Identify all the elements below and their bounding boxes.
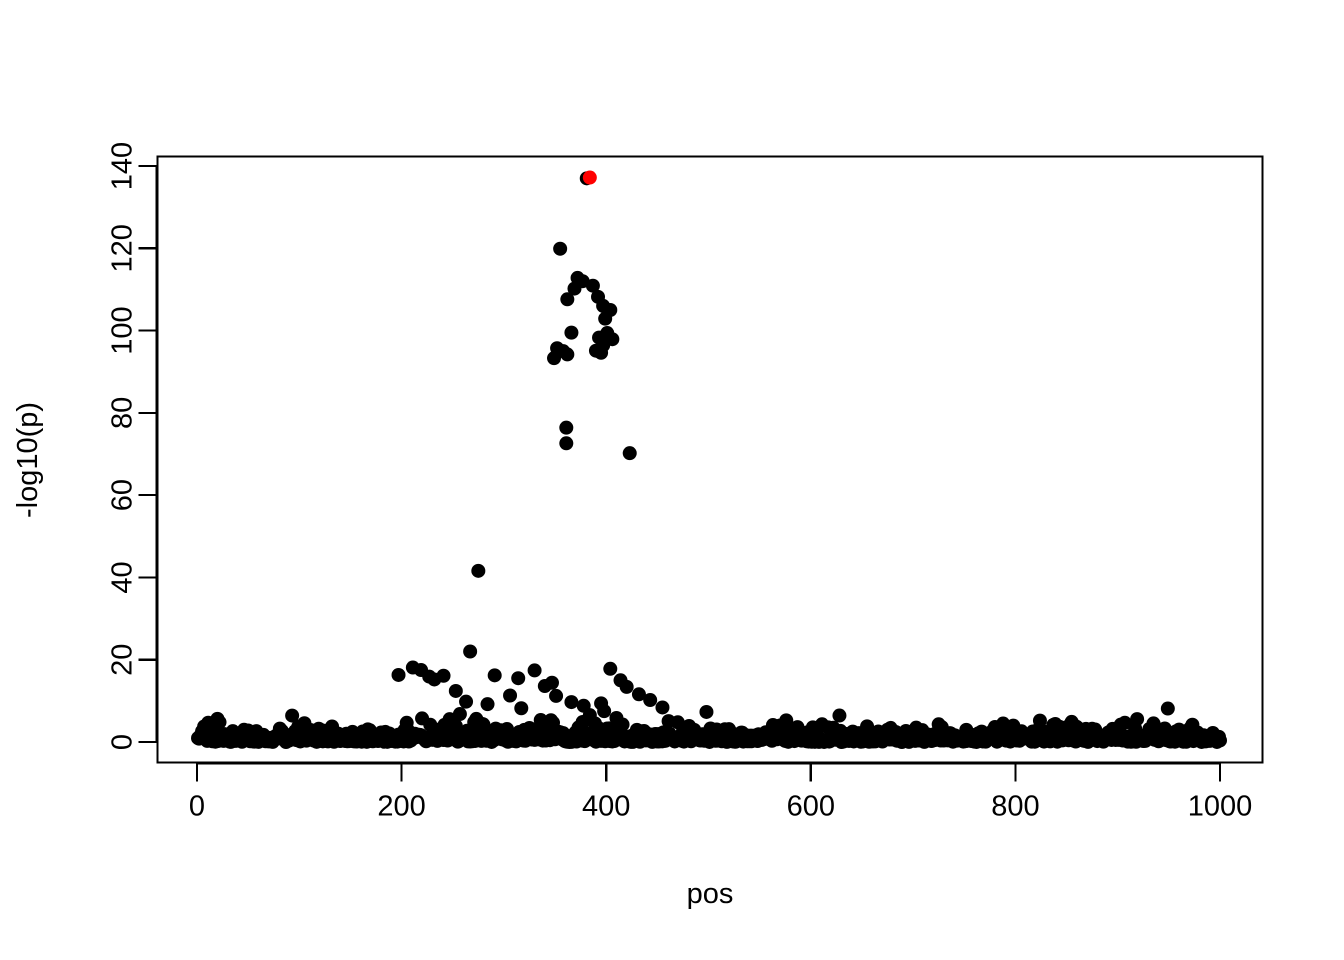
data-point — [699, 704, 714, 719]
data-point — [527, 663, 542, 678]
data-point — [436, 668, 451, 683]
data-point — [603, 303, 618, 317]
x-axis-title: pos — [687, 878, 734, 910]
y-axis-title: -log10(p) — [12, 402, 44, 518]
data-point — [603, 661, 618, 676]
data-point — [448, 683, 463, 698]
data-point — [544, 675, 559, 690]
series-sub-threshold-region — [391, 563, 670, 715]
data-point — [559, 436, 574, 451]
data-point — [471, 563, 486, 578]
plot-frame-box — [156, 155, 1264, 764]
data-point — [655, 700, 670, 715]
data-point — [463, 644, 478, 659]
x-axis-tick-label: 1000 — [1188, 791, 1253, 823]
data-point — [487, 668, 502, 683]
data-point — [643, 693, 658, 708]
data-point — [1213, 733, 1227, 748]
x-axis-tick-label: 800 — [991, 791, 1039, 823]
data-point — [459, 694, 474, 709]
data-point — [564, 325, 579, 340]
data-point — [480, 697, 495, 712]
y-axis-tick-label: 100 — [107, 306, 139, 354]
data-point — [452, 707, 467, 722]
y-axis-tick-label: 0 — [107, 734, 139, 750]
data-point — [560, 347, 575, 362]
y-axis: 0 20 40 60 80 100 120 140 — [107, 142, 158, 750]
data-point — [622, 446, 637, 461]
data-point — [391, 667, 406, 682]
data-point — [503, 688, 518, 703]
data-point — [511, 671, 526, 686]
data-point — [567, 281, 582, 296]
data-point — [631, 687, 646, 702]
data-point — [576, 698, 591, 713]
data-point — [1160, 701, 1175, 716]
data-point — [514, 701, 529, 716]
data-point — [615, 717, 630, 732]
data-point — [560, 292, 575, 307]
y-axis-tick-label: 40 — [107, 561, 139, 593]
data-point — [564, 695, 579, 710]
data-point — [476, 717, 491, 732]
data-point — [549, 688, 564, 703]
data-point — [212, 715, 227, 730]
series-highlighted-snp — [582, 170, 597, 185]
x-axis: 0 200 400 600 800 1000 — [189, 762, 1253, 823]
data-point — [619, 679, 634, 694]
x-axis-tick-label: 400 — [582, 791, 630, 823]
x-axis-tick-label: 200 — [377, 791, 425, 823]
highlighted-data-point — [582, 170, 597, 185]
data-point — [594, 696, 609, 711]
data-point — [588, 343, 603, 358]
data-point — [605, 332, 620, 347]
y-axis-tick-label: 80 — [107, 397, 139, 429]
data-point — [553, 241, 568, 256]
y-axis-tick-label: 140 — [107, 142, 139, 190]
data-point — [832, 708, 847, 723]
y-axis-tick-label: 20 — [107, 644, 139, 676]
data-point — [1032, 713, 1047, 728]
x-axis-tick-label: 600 — [787, 791, 835, 823]
y-axis-tick-label: 60 — [107, 479, 139, 511]
data-point — [1130, 712, 1145, 727]
data-point — [1117, 715, 1132, 730]
data-point — [585, 278, 600, 293]
data-points-layer — [191, 170, 1227, 749]
data-point — [559, 420, 574, 435]
series-peak-cluster — [547, 171, 637, 461]
x-axis-tick-label: 0 — [189, 791, 205, 823]
series-baseline-noise — [191, 701, 1227, 749]
data-point — [547, 351, 562, 366]
data-point — [285, 708, 300, 723]
y-axis-tick-label: 120 — [107, 224, 139, 272]
